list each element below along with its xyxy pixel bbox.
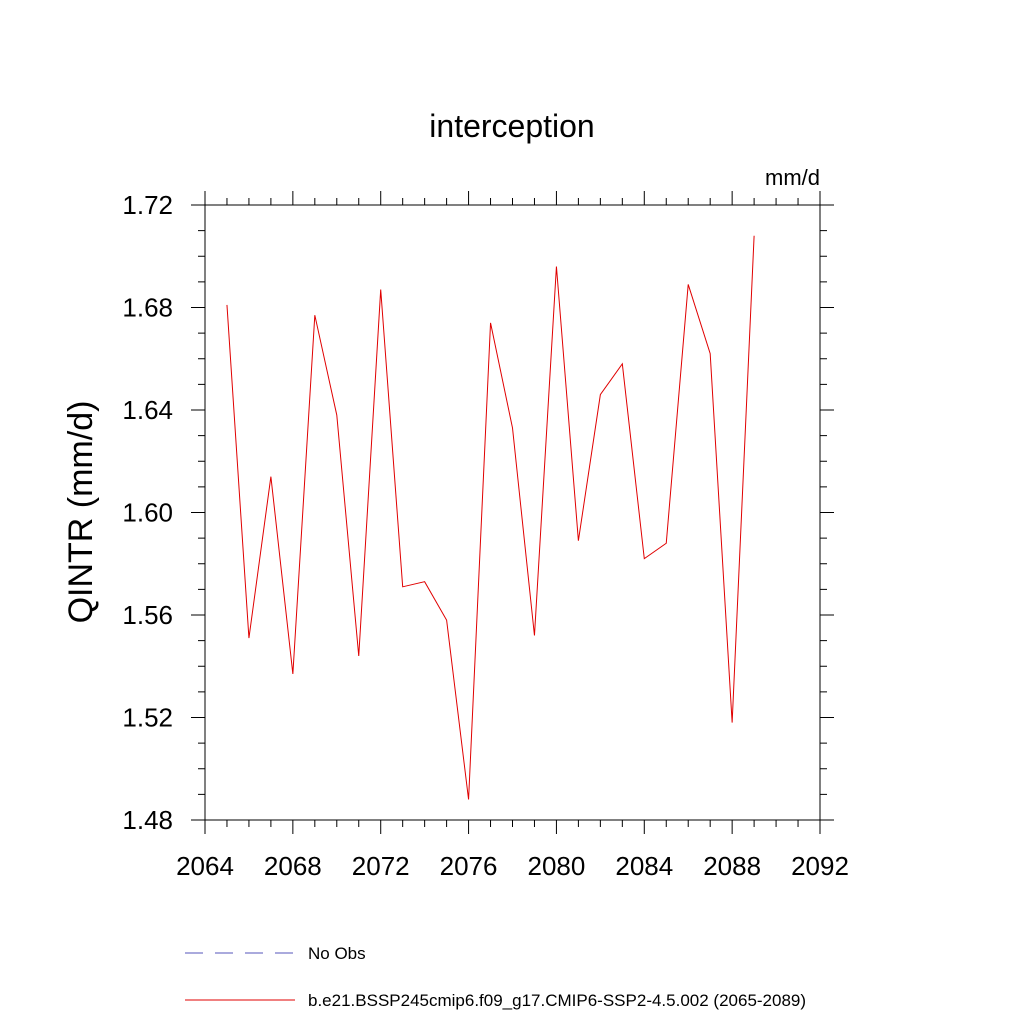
- x-tick-label: 2076: [440, 851, 498, 881]
- x-tick-label: 2080: [528, 851, 586, 881]
- y-tick-label: 1.52: [122, 703, 173, 733]
- x-tick-label: 2068: [264, 851, 322, 881]
- legend: No Obs b.e21.BSSP245cmip6.f09_g17.CMIP6-S…: [185, 944, 806, 1010]
- y-tick-label: 1.64: [122, 395, 173, 425]
- series-lines: [226, 235, 755, 800]
- x-tick-label: 2064: [176, 851, 234, 881]
- axis-tick-labels: 2064 2068 2072 2076 2080 2084 2088 2092 1.48 1.52…: [122, 190, 849, 881]
- chart-title: interception: [429, 108, 594, 144]
- series-line-1: [226, 235, 755, 800]
- x-tick-label: 2072: [352, 851, 410, 881]
- y-tick-label: 1.72: [122, 190, 173, 220]
- y-tick-label: 1.48: [122, 805, 173, 835]
- plot-frame: [204, 204, 821, 821]
- y-tick-label: 1.56: [122, 600, 173, 630]
- x-tick-label: 2088: [703, 851, 761, 881]
- y-tick-label: 1.60: [122, 498, 173, 528]
- legend-label-1: b.e21.BSSP245cmip6.f09_g17.CMIP6-SSP2-4.…: [308, 991, 806, 1010]
- y-tick-label: 1.68: [122, 293, 173, 323]
- axis-ticks: [191, 191, 834, 834]
- y-axis-label: QINTR (mm/d): [62, 401, 100, 624]
- units-label: mm/d: [765, 165, 820, 190]
- x-tick-label: 2084: [615, 851, 673, 881]
- x-tick-label: 2092: [791, 851, 849, 881]
- legend-label-0: No Obs: [308, 944, 366, 963]
